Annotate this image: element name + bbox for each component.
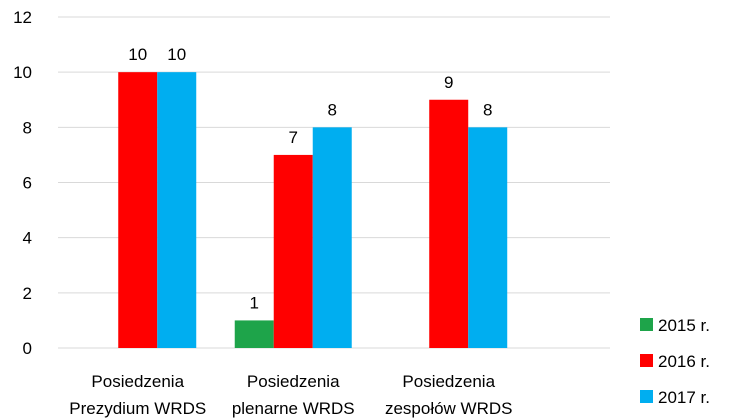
data-label: 10 <box>128 45 147 64</box>
data-label: 8 <box>483 100 492 119</box>
y-tick-label: 2 <box>23 284 32 303</box>
data-label: 9 <box>444 73 453 92</box>
y-tick-label: 8 <box>23 118 32 137</box>
y-tick-label: 10 <box>13 63 32 82</box>
bar <box>234 320 274 348</box>
data-label: 1 <box>250 293 259 312</box>
y-tick-label: 12 <box>13 8 32 27</box>
bar <box>468 127 508 348</box>
legend: 2015 r. 2016 r. 2017 r. <box>640 316 710 407</box>
x-category-label: Posiedzenia <box>402 372 495 391</box>
data-labels: 10 10 1 7 8 9 8 <box>128 45 492 312</box>
data-label: 8 <box>328 100 337 119</box>
bar <box>273 154 313 348</box>
bars <box>118 72 508 349</box>
legend-label: 2015 r. <box>658 316 710 335</box>
bar <box>157 72 197 349</box>
y-tick-label: 4 <box>23 229 32 248</box>
x-category-label: Prezydium WRDS <box>69 399 206 418</box>
y-tick-label: 0 <box>23 339 32 358</box>
bar <box>429 99 469 348</box>
legend-swatch <box>640 318 653 331</box>
x-category-label: Posiedzenia <box>247 372 340 391</box>
x-axis-category-labels: Posiedzenia Prezydium WRDS Posiedzenia plen… <box>69 372 512 418</box>
legend-swatch <box>640 354 653 367</box>
data-label: 7 <box>289 128 298 147</box>
data-label: 10 <box>167 45 186 64</box>
x-category-label: plenarne WRDS <box>232 399 355 418</box>
x-category-label: Posiedzenia <box>91 372 184 391</box>
bar <box>118 72 158 349</box>
legend-label: 2016 r. <box>658 352 710 371</box>
x-category-label: zespołów WRDS <box>385 399 513 418</box>
y-axis-tick-labels: 0 2 4 6 8 10 12 <box>13 8 32 358</box>
legend-label: 2017 r. <box>658 388 710 407</box>
legend-swatch <box>640 390 653 403</box>
bar <box>312 127 352 348</box>
y-tick-label: 6 <box>23 174 32 193</box>
